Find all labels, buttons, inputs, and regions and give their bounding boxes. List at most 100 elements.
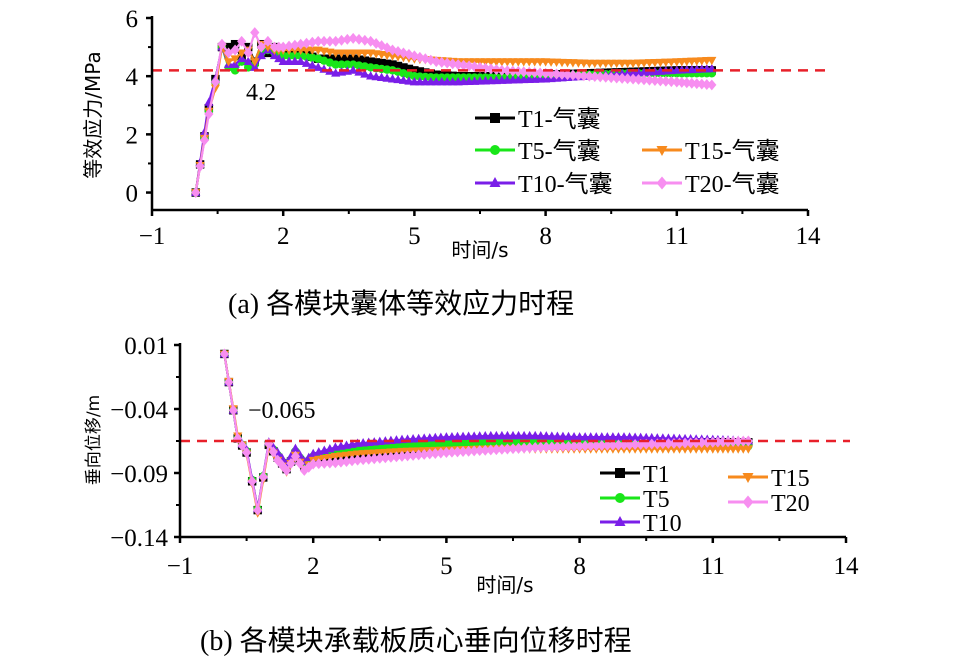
chart-a-data-point <box>568 69 578 81</box>
chart-b-series-layer <box>219 348 753 518</box>
chart-a-data-point <box>354 49 364 58</box>
chart-a-data-point <box>590 71 600 83</box>
chart-a-data-point <box>371 37 381 49</box>
chart-a-data-point <box>224 42 233 52</box>
chart-b-data-point <box>408 449 418 461</box>
chart-a-data-point <box>573 69 584 81</box>
chart-b-legend-marker <box>614 516 626 526</box>
chart-a-data-point <box>448 58 458 70</box>
chart-a-data-point <box>210 76 221 88</box>
chart-b-data-point <box>547 441 557 453</box>
chart-b-data-point <box>536 441 546 453</box>
chart-a-legend-marker <box>656 176 668 190</box>
chart-a-data-point <box>672 76 682 88</box>
chart-b-legend-item: T1 <box>600 462 670 488</box>
chart-b-y-tick-label: −0.09 <box>110 461 168 488</box>
chart-a-data-point <box>595 71 605 83</box>
chart-b-data-point <box>663 438 674 450</box>
chart-b-x-tick-label: 14 <box>834 553 860 580</box>
chart-a-data-point <box>337 54 346 63</box>
chart-b-data-point <box>319 457 329 469</box>
chart-b-data-point <box>290 443 301 453</box>
chart-b-data-point <box>702 436 712 448</box>
chart-b-data-point <box>341 451 352 461</box>
chart-a-data-point <box>296 56 306 65</box>
chart-b-data-point <box>613 439 624 451</box>
chart-a-data-point <box>458 59 469 71</box>
chart-a-data-point <box>707 56 717 66</box>
chart-a-data-point <box>540 67 551 79</box>
chart-a-axes: −1 2 5 8 11 14 0 2 4 6 <box>126 6 822 250</box>
chart-b-data-point <box>458 446 468 458</box>
chart-a-data-point <box>284 40 294 52</box>
chart-b-data-point <box>525 442 535 454</box>
chart-b-x-tick-label: 5 <box>440 553 453 580</box>
chart-b-data-point <box>713 436 723 448</box>
chart-a-x-tick-label: 2 <box>277 223 290 250</box>
chart-a-data-point <box>204 108 214 120</box>
chart-a-data-point <box>301 37 312 49</box>
chart-b-data-point <box>330 457 341 469</box>
chart-a-data-point <box>348 32 358 44</box>
chart-a-data-point <box>307 46 317 56</box>
chart-a-y-tick-label: 6 <box>126 6 139 33</box>
chart-a-data-point <box>290 39 300 51</box>
chart-b-legend-marker <box>742 495 754 509</box>
chart-b-data-point <box>697 437 707 449</box>
chart-b-data-point <box>247 475 257 487</box>
chart-b-data-point <box>425 448 435 460</box>
chart-a-data-point <box>348 54 358 63</box>
chart-b-data-point <box>463 445 474 457</box>
chart-a-legend-marker <box>490 113 500 123</box>
chart-b-data-point <box>241 447 252 458</box>
chart-a-data-point <box>223 58 234 67</box>
chart-a-data-point <box>519 66 529 78</box>
chart-a-data-point <box>387 74 398 83</box>
chart-a-data-point <box>409 50 420 62</box>
chart-a-data-point <box>195 160 205 172</box>
chart-b-data-point <box>308 458 318 470</box>
chart-b-data-point <box>552 441 563 453</box>
chart-a-data-point <box>290 51 300 61</box>
chart-a-x-axis-title: 时间/s <box>451 238 508 262</box>
chart-b-data-point <box>347 451 357 460</box>
chart-a-data-point <box>697 78 707 90</box>
chart-a-legend-label: T1-气囊 <box>518 106 601 133</box>
chart-a-data-point <box>336 49 347 58</box>
chart-b-data-point <box>591 440 601 452</box>
chart-a-data-point <box>307 60 317 69</box>
chart-b-data-point <box>619 439 629 451</box>
chart-a-data-point <box>343 60 352 69</box>
chart-a-data-point <box>639 74 649 86</box>
chart-a-caption: (a) 各模块囊体等效应力时程 <box>228 288 574 320</box>
chart-a-data-point <box>437 56 447 68</box>
chart-a-data-point <box>601 71 611 83</box>
chart-b-data-point <box>733 435 743 447</box>
chart-a-data-point <box>687 77 697 89</box>
chart-a-data-point <box>331 60 340 69</box>
chart-b-legend-marker <box>615 493 625 503</box>
chart-b-legend-item: T20 <box>728 491 810 517</box>
chart-a-legend-item: T20-气囊 <box>642 171 780 198</box>
chart-a-data-point <box>415 67 425 76</box>
chart-b-data-point <box>541 441 551 453</box>
chart-a-data-point <box>230 39 240 49</box>
chart-b-data-point <box>397 450 407 462</box>
chart-a-data-point <box>606 72 616 84</box>
chart-b-x-tick-label: −1 <box>167 553 194 580</box>
chart-a-data-point <box>393 74 403 84</box>
chart-b-legend-label: T5 <box>643 487 670 513</box>
chart-a-data-point <box>535 67 545 79</box>
chart-b-data-point <box>369 453 379 465</box>
chart-a-data-point <box>301 46 312 56</box>
chart-a-data-point <box>612 72 622 84</box>
chart-a-data-point <box>331 49 341 58</box>
chart-a-data-point <box>307 36 317 48</box>
chart-b-data-point <box>237 440 247 451</box>
chart-a-data-point <box>388 60 397 69</box>
chart-a-legend-marker <box>489 177 501 187</box>
chart-a-data-point <box>237 35 247 47</box>
chart-a-data-point <box>336 34 347 46</box>
chart-a-data-point <box>431 56 441 68</box>
chart-b-data-point <box>402 450 413 462</box>
